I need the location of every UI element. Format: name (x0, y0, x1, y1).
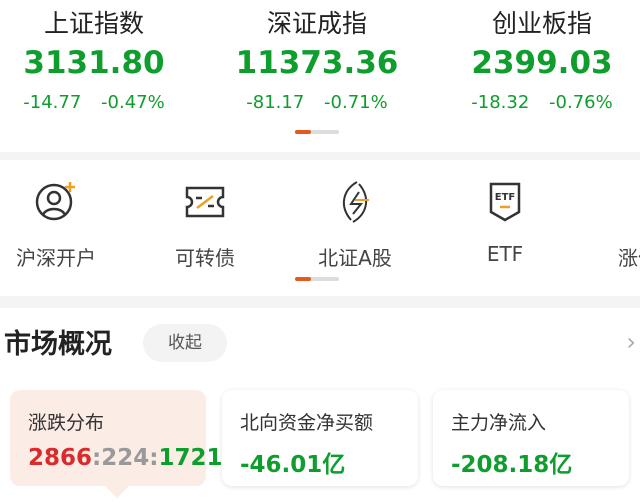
entry-label: 可转债 (175, 246, 235, 270)
card-title: 北向资金净买额 (240, 412, 374, 434)
entry-label: 涨停 (618, 246, 640, 270)
flat-count: 224 (101, 445, 150, 471)
card-breadth[interactable]: 涨跌分布 2866:224:1721 (10, 390, 222, 498)
index-shenzhen[interactable]: 深证成指 11373.36 -81.17 -0.71% (207, 6, 427, 113)
page-indicator (295, 277, 339, 281)
entry-label: ETF (486, 242, 524, 266)
index-change: -18.32 (471, 92, 530, 113)
card-title: 主力净流入 (451, 412, 547, 434)
entry-label: 北证A股 (318, 246, 392, 270)
index-name: 创业板指 (491, 9, 592, 38)
card-northbound[interactable]: 北向资金净买额 -46.01亿 (222, 390, 418, 486)
partial-icon (616, 180, 640, 224)
index-value: 11373.36 (235, 45, 399, 81)
card-main-inflow[interactable]: 主力净流入 -208.18亿 (433, 390, 629, 486)
up-count: 2866 (28, 445, 93, 471)
index-name: 深证成指 (266, 9, 367, 38)
page-indicator (295, 130, 339, 134)
index-value: 3131.80 (23, 45, 165, 81)
down-count: 1721 (158, 445, 223, 471)
index-pct: -0.47% (101, 92, 165, 113)
entry-section: 沪深开户 可转债 北证A股 ETF ETF 涨停 (0, 160, 640, 296)
entry-convertible[interactable]: 可转债 (145, 180, 265, 271)
index-shanghai[interactable]: 上证指数 3131.80 -14.77 -0.47% (0, 6, 204, 113)
etf-shield-icon: ETF (489, 182, 521, 222)
index-change: -81.17 (246, 92, 305, 113)
chevron-right-icon[interactable]: › (626, 328, 636, 356)
market-overview: 市场概况 收起 › 涨跌分布 2866:224:1721 北向资金净买额 -46… (0, 308, 640, 503)
card-title: 涨跌分布 (28, 412, 105, 434)
user-add-icon (35, 182, 75, 221)
index-chinext[interactable]: 创业板指 2399.03 -18.32 -0.76% (432, 6, 640, 113)
svg-text:ETF: ETF (495, 192, 515, 203)
index-pct: -0.71% (324, 92, 388, 113)
pointer-triangle (105, 486, 129, 498)
entry-etf[interactable]: ETF ETF (445, 180, 565, 266)
index-section: 上证指数 3131.80 -14.77 -0.47% 深证成指 11373.36… (0, 0, 640, 152)
entry-bse[interactable]: 北证A股 (295, 180, 415, 271)
card-value: -46.01亿 (240, 452, 346, 478)
section-title: 市场概况 (4, 329, 112, 360)
entry-account[interactable]: 沪深开户 (0, 180, 116, 271)
lightning-icon (342, 181, 369, 223)
entry-label: 沪深开户 (16, 246, 96, 270)
card-value: -208.18亿 (451, 452, 573, 478)
index-name: 上证指数 (43, 9, 144, 38)
entry-limit-up[interactable]: 涨停 (578, 180, 640, 271)
ticket-icon (185, 186, 225, 218)
collapse-button[interactable]: 收起 (143, 324, 227, 362)
index-value: 2399.03 (471, 45, 613, 81)
index-pct: -0.76% (549, 92, 613, 113)
index-change: -14.77 (23, 92, 82, 113)
